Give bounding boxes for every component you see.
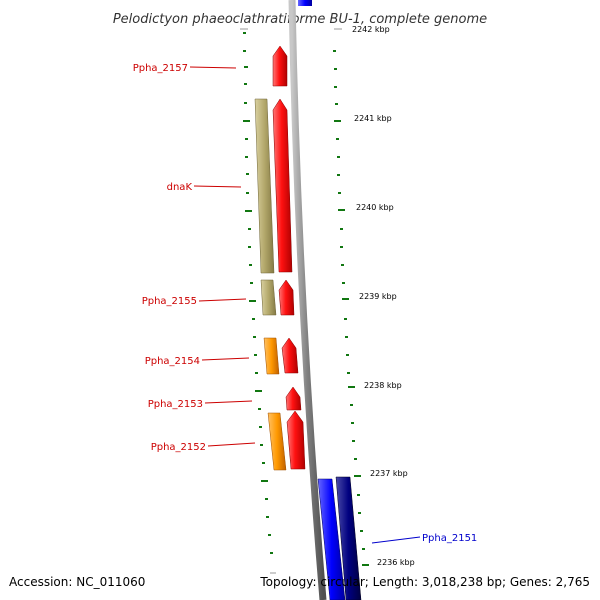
gene-arrow-ppha2151 xyxy=(317,478,346,600)
gene-arrow-ppha2155 xyxy=(278,279,295,316)
kbp-label-2236: 2236 kbp xyxy=(377,558,415,567)
orange-feature-ppha2154 xyxy=(263,337,280,375)
gene-label-ppha2153[interactable]: Ppha_2153 xyxy=(148,399,203,410)
gene-arrow-ppha2154 xyxy=(281,337,299,374)
top-tick-fragment xyxy=(240,28,248,30)
gene-arrow-ppha2157 xyxy=(272,45,288,87)
topology-text: Topology: circular; Length: 3,018,238 bp… xyxy=(259,575,590,589)
kbp-label-2240: 2240 kbp xyxy=(356,203,394,212)
gene-label-group-ppha2155: Ppha_2155 xyxy=(142,296,247,307)
tick-row-left xyxy=(243,32,276,574)
kbp-label-2239: 2239 kbp xyxy=(359,292,397,301)
orange-feature-ppha2152 xyxy=(267,412,287,471)
gene-label-ppha2151[interactable]: Ppha_2151 xyxy=(422,533,477,544)
gene-label-group-ppha2151: Ppha_2151 xyxy=(371,533,477,544)
gene-label-group-ppha2152: Ppha_2152 xyxy=(151,442,256,453)
tick-row-right xyxy=(333,50,369,566)
genome-backbone xyxy=(288,0,327,600)
kbp-label-2237: 2237 kbp xyxy=(370,469,408,478)
gene-label-ppha2157[interactable]: Ppha_2157 xyxy=(133,63,188,74)
top-tick-fragment-right xyxy=(334,28,342,30)
olive-feature-ppha2155 xyxy=(260,279,277,316)
reverse-feature-dark xyxy=(335,476,362,600)
gene-arrow-ppha2153 xyxy=(285,386,302,411)
gene-label-group-ppha2153: Ppha_2153 xyxy=(148,399,253,410)
accession-text: Accession: NC_011060 xyxy=(9,575,145,589)
kbp-label-2242: 2242 kbp xyxy=(352,25,390,34)
gene-arrow-dnak xyxy=(272,98,293,273)
gene-label-group-ppha2157: Ppha_2157 xyxy=(133,63,237,74)
gene-arrow-ppha2152 xyxy=(286,410,306,470)
gene-label-ppha2155[interactable]: Ppha_2155 xyxy=(142,296,197,307)
kbp-label-2238: 2238 kbp xyxy=(364,381,402,390)
gene-label-group-ppha2154: Ppha_2154 xyxy=(145,356,250,367)
gene-label-ppha2152[interactable]: Ppha_2152 xyxy=(151,442,206,453)
gene-label-group-dnak: dnaK xyxy=(167,182,242,193)
gene-label-dnak[interactable]: dnaK xyxy=(167,182,193,193)
olive-feature-dnak xyxy=(254,98,275,274)
gene-label-ppha2154[interactable]: Ppha_2154 xyxy=(145,356,200,367)
top-feature-fragment xyxy=(298,0,312,6)
map-title: Pelodictyon phaeoclathratiforme BU-1, co… xyxy=(113,12,487,27)
kbp-label-2241: 2241 kbp xyxy=(354,114,392,123)
